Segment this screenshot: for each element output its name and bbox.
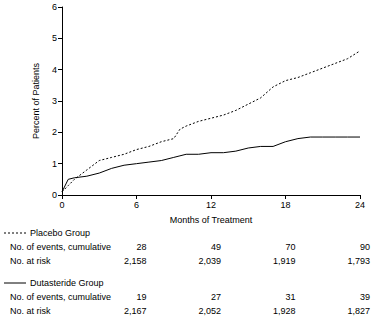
svg-text:1,827: 1,827 [347,306,370,316]
svg-text:2,039: 2,039 [198,256,221,266]
svg-text:90: 90 [360,242,370,252]
svg-text:39: 39 [360,292,370,302]
svg-text:70: 70 [285,242,295,252]
svg-text:2,158: 2,158 [124,256,147,266]
svg-text:24: 24 [355,200,365,210]
svg-text:0: 0 [59,200,64,210]
svg-text:No. at risk: No. at risk [10,306,51,316]
svg-text:2,052: 2,052 [198,306,221,316]
svg-text:18: 18 [280,200,290,210]
svg-text:Months of Treatment: Months of Treatment [170,215,253,225]
svg-text:Dutasteride Group: Dutasteride Group [30,278,104,288]
svg-text:31: 31 [285,292,295,302]
svg-text:Percent of Patients: Percent of Patients [31,62,41,139]
svg-text:5: 5 [52,33,57,43]
svg-text:Placebo Group: Placebo Group [30,228,90,238]
svg-text:1,793: 1,793 [347,256,370,266]
svg-text:6: 6 [134,200,139,210]
svg-text:No. of events, cumulative: No. of events, cumulative [10,242,111,252]
svg-text:49: 49 [211,242,221,252]
svg-text:1,919: 1,919 [273,256,296,266]
svg-text:3: 3 [52,96,57,106]
svg-text:12: 12 [206,200,216,210]
svg-text:19: 19 [136,292,146,302]
svg-text:No. of events, cumulative: No. of events, cumulative [10,292,111,302]
svg-text:1: 1 [52,159,57,169]
svg-text:1,928: 1,928 [273,306,296,316]
svg-text:No. at risk: No. at risk [10,256,51,266]
svg-text:2: 2 [52,127,57,137]
svg-text:28: 28 [136,242,146,252]
svg-text:0: 0 [52,190,57,200]
svg-text:6: 6 [52,2,57,12]
svg-text:2,167: 2,167 [124,306,147,316]
svg-text:4: 4 [52,65,57,75]
svg-text:27: 27 [211,292,221,302]
